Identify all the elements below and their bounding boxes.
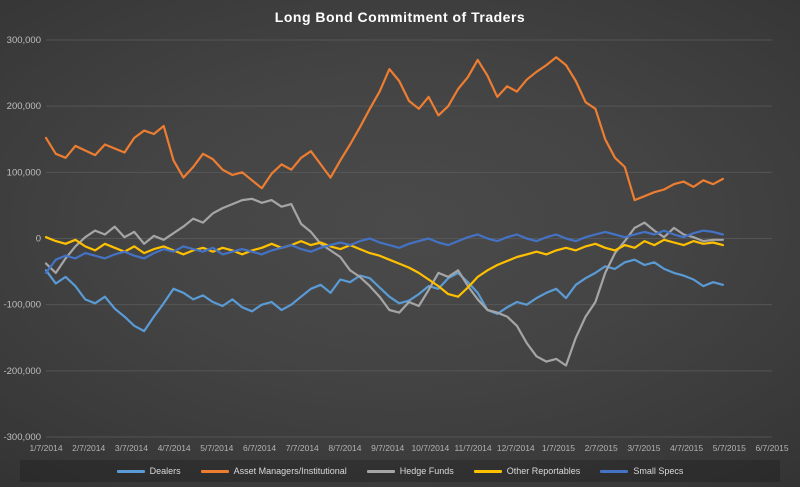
y-axis-label: -200,000 [3, 366, 41, 377]
y-axis-label: 100,000 [7, 167, 41, 178]
series-line-other-reportables [44, 236, 725, 298]
chart-title: Long Bond Commitment of Traders [274, 9, 526, 25]
legend-line-marker [600, 469, 629, 473]
y-axis-label: 200,000 [7, 101, 41, 112]
x-axis-label: 9/7/2014 [371, 443, 404, 453]
x-axis-label: 4/7/2015 [670, 443, 703, 453]
x-axis-label: 6/7/2015 [755, 443, 788, 453]
legend-label: Other Reportables [506, 466, 581, 476]
y-axis-label: 0 [36, 234, 41, 245]
y-axis-label: 300,000 [7, 35, 41, 46]
x-axis-label: 6/7/2014 [243, 443, 276, 453]
series-line-hedge-funds [44, 197, 725, 367]
legend-label: Small Specs [633, 466, 684, 476]
legend-item-dealers: Dealers [116, 466, 181, 476]
series-line-asset-managers-institutional [44, 56, 725, 202]
x-axis-label: 3/7/2015 [627, 443, 660, 453]
x-axis-label: 2/7/2014 [72, 443, 105, 453]
legend-item-small-specs: Small Specs [600, 466, 683, 476]
legend-item-asset-managers-institutional: Asset Managers/Institutional [200, 466, 347, 476]
x-axis-label: 5/7/2014 [200, 443, 233, 453]
y-axis-label: -100,000 [3, 300, 41, 311]
legend-label: Dealers [149, 466, 181, 476]
legend-item-hedge-funds: Hedge Funds [366, 466, 454, 476]
series-line-small-specs [44, 229, 725, 274]
x-axis-label: 2/7/2015 [585, 443, 618, 453]
legend-line-marker [473, 469, 502, 473]
x-axis-label: 4/7/2014 [158, 443, 191, 453]
x-axis-label: 8/7/2014 [328, 443, 361, 453]
x-axis-label: 7/7/2014 [286, 443, 319, 453]
x-axis-label: 5/7/2015 [713, 443, 746, 453]
chart-legend: Dealers Asset Managers/Institutional Hedge… [20, 460, 780, 482]
series-line-dealers [44, 258, 725, 333]
x-axis-label: 3/7/2014 [115, 443, 148, 453]
plot-area: 300,000 200,000 100,000 0 -100,000 -200,000 -3… [3, 35, 788, 453]
legend-line-marker [116, 469, 145, 473]
x-axis-label: 1/7/2015 [542, 443, 575, 453]
legend-item-other-reportables: Other Reportables [473, 466, 581, 476]
legend-label: Hedge Funds [399, 466, 454, 476]
x-axis-label: 12/7/2014 [497, 443, 535, 453]
x-axis-label: 10/7/2014 [411, 443, 449, 453]
legend-label: Asset Managers/Institutional [233, 466, 347, 476]
legend-line-marker [200, 469, 229, 473]
legend-line-marker [366, 469, 395, 473]
x-axis-label: 1/7/2014 [29, 443, 62, 453]
y-axis-label: -300,000 [3, 432, 41, 443]
x-axis-label: 11/7/2014 [454, 443, 491, 453]
